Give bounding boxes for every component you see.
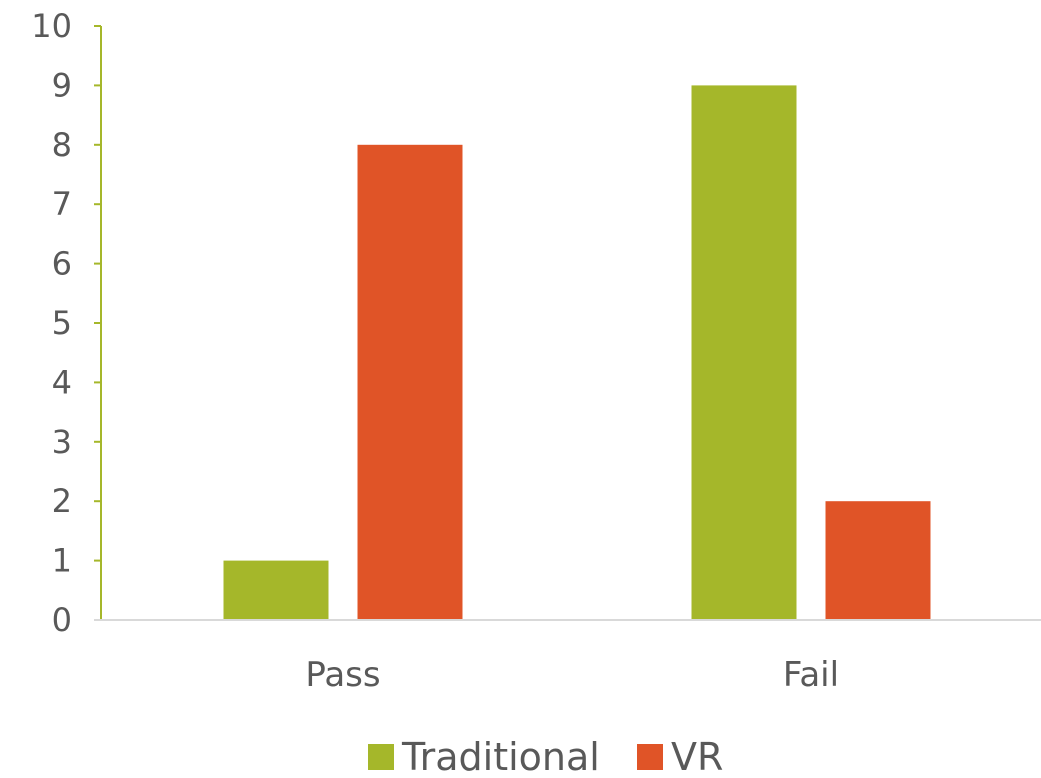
y-tick-label: 4 bbox=[52, 363, 72, 401]
x-category-label: Fail bbox=[783, 655, 839, 695]
y-tick-label: 3 bbox=[52, 423, 72, 461]
bar-vr-fail bbox=[825, 501, 931, 620]
bar-traditional-fail bbox=[691, 85, 797, 620]
y-tick-label: 2 bbox=[52, 482, 72, 520]
legend-label-traditional: Traditional bbox=[401, 735, 600, 774]
y-tick-label: 5 bbox=[52, 304, 72, 342]
bars bbox=[223, 85, 931, 621]
legend-label-vr: VR bbox=[671, 735, 723, 774]
y-axis: 0 1 2 3 4 5 6 7 8 9 10 bbox=[31, 7, 102, 639]
x-category-label: Pass bbox=[305, 655, 380, 695]
y-tick-label: 6 bbox=[52, 245, 72, 283]
y-tick-label: 0 bbox=[52, 601, 72, 639]
legend: Traditional VR bbox=[368, 735, 723, 778]
y-tick-label: 8 bbox=[52, 126, 72, 164]
legend-swatch-vr bbox=[637, 744, 663, 770]
x-axis: Pass Fail bbox=[94, 619, 1041, 695]
y-tick-label: 9 bbox=[52, 66, 72, 104]
legend-swatch-traditional bbox=[368, 744, 394, 770]
bar-traditional-pass bbox=[223, 560, 329, 620]
y-tick-label: 1 bbox=[52, 542, 72, 580]
bar-vr-pass bbox=[357, 144, 463, 621]
y-tick-label: 7 bbox=[52, 185, 72, 223]
y-tick-label: 10 bbox=[31, 7, 72, 45]
